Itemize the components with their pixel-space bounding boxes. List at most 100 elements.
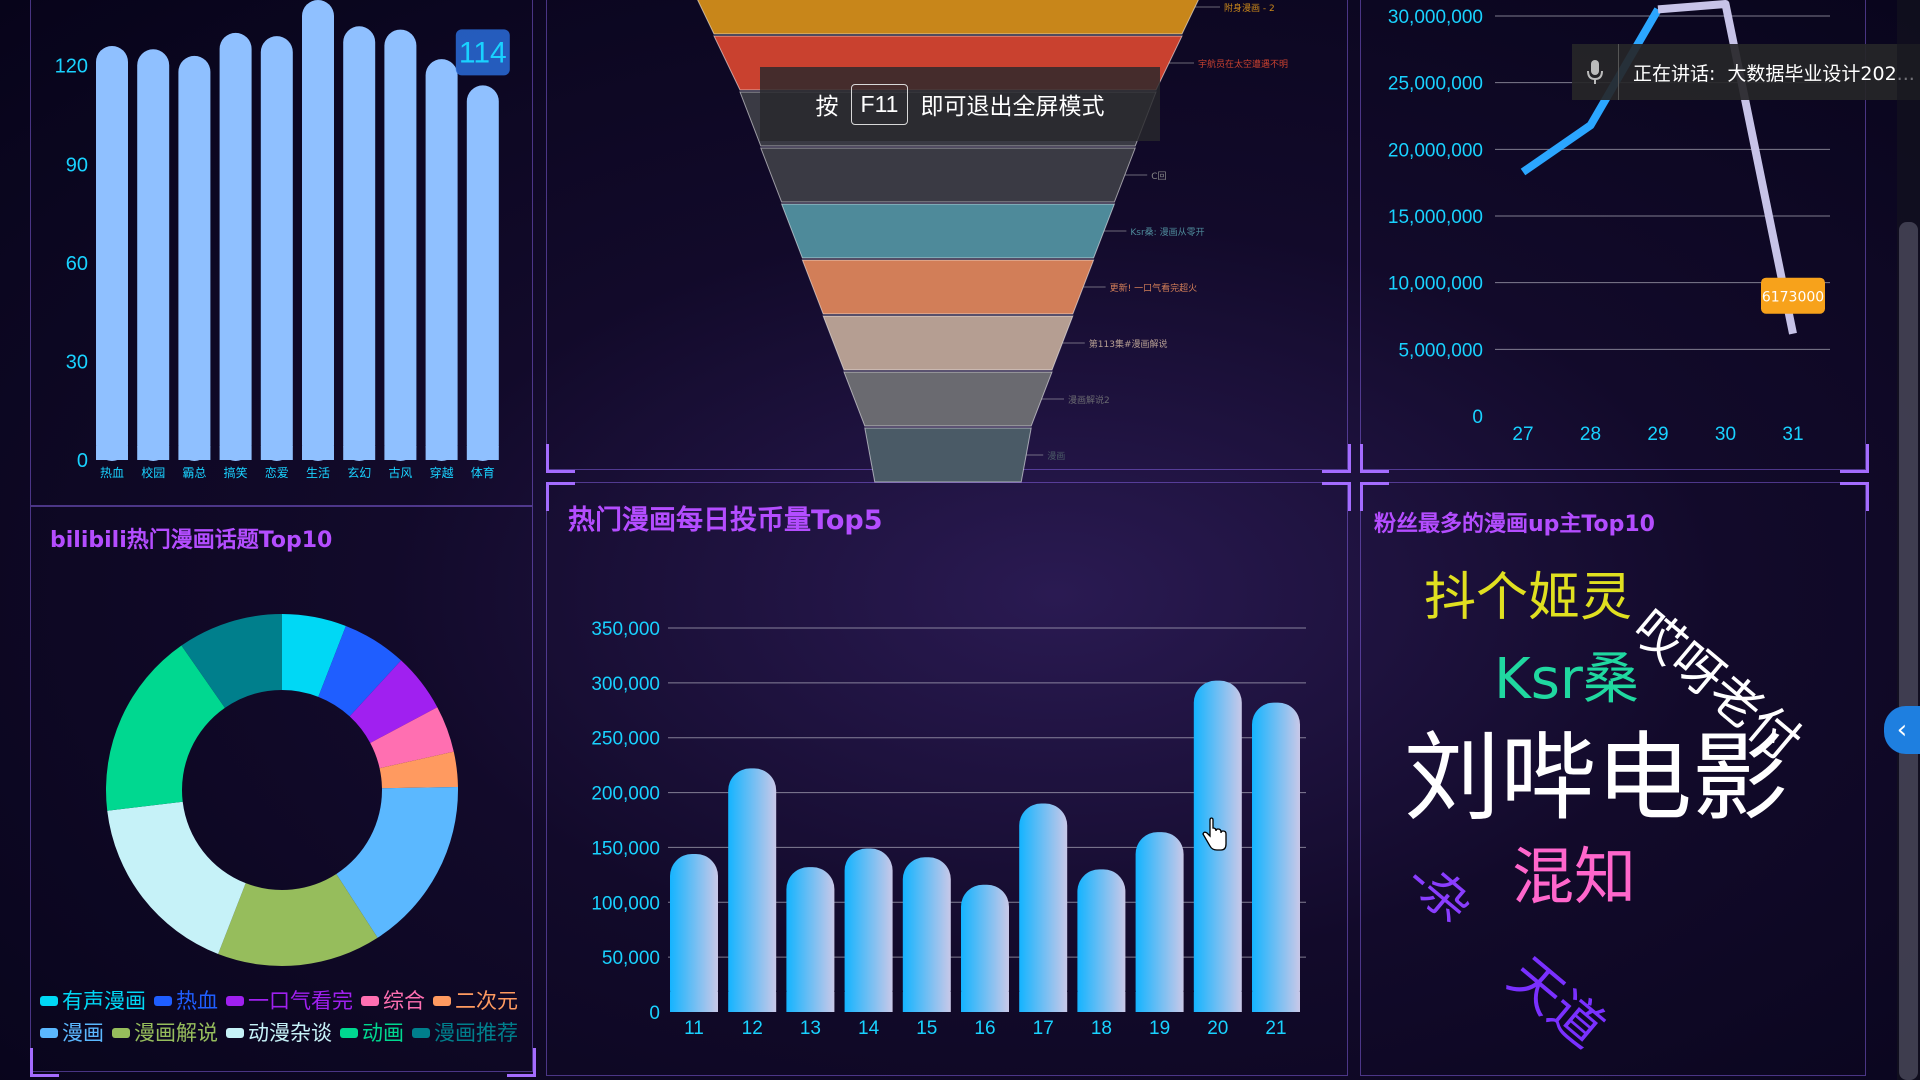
microphone-icon: [1572, 44, 1619, 100]
bar-base: [1019, 992, 1068, 1012]
x-tick-label: 搞笑: [224, 465, 248, 480]
corner-decoration: [1840, 482, 1869, 511]
legend-label: 有声漫画: [62, 989, 146, 1013]
y-tick-label: 90: [66, 154, 88, 176]
bar: [425, 59, 458, 462]
y-tick-label: 25,000,000: [1388, 74, 1483, 95]
x-tick-label: 31: [1782, 424, 1803, 445]
x-tick-label: 29: [1647, 424, 1668, 445]
tooltip-value: 114: [459, 36, 507, 69]
funnel-label: 更新! 一口气看完超火: [1110, 282, 1197, 294]
corner-decoration: [1322, 444, 1351, 473]
bar: [670, 854, 718, 1012]
bar-base: [670, 992, 718, 1012]
x-tick-label: 13: [800, 1018, 821, 1039]
bar: [343, 26, 376, 462]
bar-base: [786, 992, 835, 1012]
legend-label: 动漫杂谈: [248, 1021, 332, 1045]
speaking-label: 正在讲话:: [1633, 62, 1716, 85]
legend-swatch: [112, 1028, 130, 1038]
y-tick-label: 200,000: [591, 784, 660, 805]
bar-base: [1252, 992, 1300, 1012]
word-cloud-word[interactable]: 刘哔电影: [1404, 722, 1788, 834]
corner-decoration: [1840, 444, 1869, 473]
legend-item[interactable]: 二次元: [433, 986, 518, 1016]
funnel-layer: [864, 427, 1032, 483]
x-tick-label: 30: [1715, 424, 1736, 445]
bar: [137, 49, 170, 462]
x-tick-label: 21: [1265, 1018, 1286, 1039]
bar-base: [728, 992, 777, 1012]
legend-item[interactable]: 动漫杂谈: [226, 1018, 332, 1048]
y-tick-label: 20,000,000: [1388, 140, 1483, 161]
legend-item[interactable]: 漫画推荐: [412, 1018, 518, 1048]
funnel-layer: [801, 259, 1095, 315]
legend-item[interactable]: 漫画: [40, 1018, 104, 1048]
legend-item[interactable]: 有声漫画: [40, 986, 146, 1016]
legend-item[interactable]: 综合: [361, 986, 425, 1016]
legend-label: 漫画推荐: [434, 1021, 518, 1045]
corner-decoration: [1360, 482, 1389, 511]
x-tick-label: 热血: [100, 466, 124, 480]
y-tick-label: 350,000: [591, 619, 660, 640]
funnel-layer: [780, 203, 1116, 259]
topic-ring-title: bilibili热门漫画话题Top10: [50, 528, 333, 553]
value-tooltip: [1761, 277, 1825, 314]
corner-decoration: [546, 482, 575, 511]
word-cloud-word[interactable]: Ksr桑: [1494, 647, 1639, 712]
topic-ring-panel: [30, 506, 533, 1072]
bar: [1019, 803, 1068, 1012]
hint-prefix: 按: [815, 94, 839, 120]
x-tick-label: 15: [916, 1018, 937, 1039]
funnel-label: 第113集#漫画解说: [1089, 338, 1168, 350]
y-tick-label: 0: [1472, 407, 1483, 428]
legend-label: 二次元: [455, 989, 518, 1013]
legend-item[interactable]: 漫画解说: [112, 1018, 218, 1048]
bar-base: [1077, 992, 1126, 1012]
bar: [1077, 869, 1126, 1012]
y-tick-label: 50,000: [602, 948, 660, 969]
donut-slice: [379, 751, 458, 789]
x-tick-label: 古风: [388, 465, 412, 480]
legend-item[interactable]: 热血: [154, 986, 218, 1016]
f11-key: F11: [850, 83, 909, 125]
funnel-layer: [760, 147, 1136, 203]
bar-base: [902, 992, 951, 1012]
speaking-notification[interactable]: 正在讲话: 大数据毕业设计202...: [1572, 44, 1920, 100]
scrollbar-track[interactable]: [1897, 0, 1920, 1080]
x-tick-label: 16: [974, 1018, 995, 1039]
word-cloud-word[interactable]: 抖个姬灵: [1424, 568, 1633, 628]
bar: [902, 857, 951, 1012]
legend-label: 一口气看完: [248, 989, 353, 1013]
x-tick-label: 玄幻: [347, 465, 371, 480]
tooltip-value: 6173000: [1762, 290, 1824, 306]
scrollbar-thumb[interactable]: [1899, 222, 1918, 1080]
legend-item[interactable]: 一口气看完: [226, 986, 353, 1016]
corner-decoration: [30, 1048, 59, 1077]
speaking-name: 大数据毕业设计202...: [1727, 62, 1915, 85]
legend-item[interactable]: 动画: [340, 1018, 404, 1048]
x-tick-label: 18: [1091, 1018, 1112, 1039]
bar: [260, 36, 293, 462]
y-tick-label: 300,000: [591, 674, 660, 695]
funnel-layer: [843, 371, 1053, 427]
bar-base: [260, 446, 293, 460]
bar: [1252, 702, 1300, 1012]
y-tick-label: 250,000: [591, 729, 660, 750]
bar-base: [137, 446, 170, 460]
legend-swatch: [412, 1028, 430, 1038]
bar-base: [343, 446, 376, 460]
word-cloud-word[interactable]: 混知: [1512, 840, 1637, 913]
bar-base: [1135, 992, 1184, 1012]
fans-title: 粉丝最多的漫画up主Top10: [1374, 512, 1655, 537]
bar-base: [425, 446, 458, 460]
funnel-label: 附身漫画 - 2: [1224, 2, 1275, 14]
legend-swatch: [40, 1028, 58, 1038]
bar: [96, 46, 128, 461]
chevron-left-icon[interactable]: ‹: [1884, 706, 1920, 754]
legend-swatch: [340, 1028, 358, 1038]
bar: [844, 848, 893, 1012]
donut-slice: [106, 645, 225, 811]
